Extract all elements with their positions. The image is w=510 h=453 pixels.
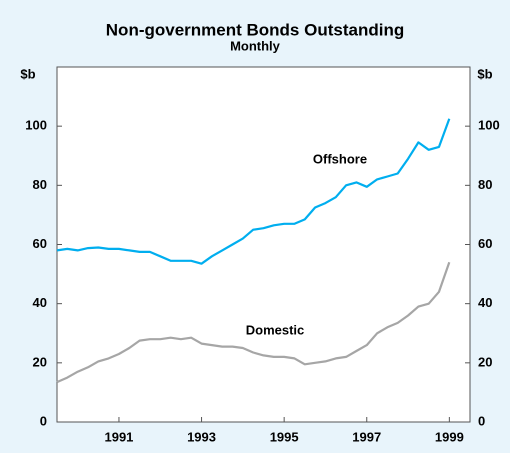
y2-tick-label: 80 [478, 177, 492, 192]
chart-subtitle: Monthly [230, 38, 281, 53]
y-tick-label: 80 [33, 177, 47, 192]
y-tick-label: 60 [33, 236, 47, 251]
y2-tick-label: 60 [478, 236, 492, 251]
x-tick-label: 1999 [435, 429, 464, 444]
y2-tick-label: 0 [478, 413, 485, 428]
series-label: Domestic [246, 322, 305, 337]
y-tick-label: 0 [40, 413, 47, 428]
series-label: Offshore [313, 151, 367, 166]
line-domestic [56, 261, 451, 384]
y2-tick-label: 100 [478, 118, 500, 133]
x-tick-label: 1995 [270, 429, 299, 444]
y-tick-label: 20 [33, 354, 47, 369]
y-axis-label: $b [20, 66, 35, 81]
x-tick-label: 1991 [104, 429, 133, 444]
chart-title: Non-government Bonds Outstanding [106, 20, 404, 39]
x-tick-label: 1997 [352, 429, 381, 444]
plot-area [56, 66, 471, 423]
line-offshore [56, 118, 451, 265]
y2-axis-label: $b [477, 66, 492, 81]
x-tick-label: 1993 [187, 429, 216, 444]
y-tick-label: 100 [25, 118, 47, 133]
y2-tick-label: 40 [478, 295, 492, 310]
y2-tick-label: 20 [478, 354, 492, 369]
y-tick-label: 40 [33, 295, 47, 310]
